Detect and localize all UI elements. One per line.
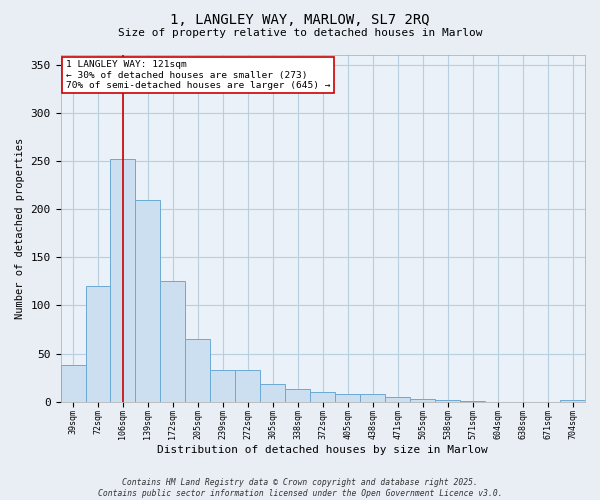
Bar	[185, 339, 211, 402]
Bar	[136, 200, 160, 402]
Text: 1, LANGLEY WAY, MARLOW, SL7 2RQ: 1, LANGLEY WAY, MARLOW, SL7 2RQ	[170, 12, 430, 26]
Text: 1 LANGLEY WAY: 121sqm
← 30% of detached houses are smaller (273)
70% of semi-det: 1 LANGLEY WAY: 121sqm ← 30% of detached …	[66, 60, 330, 90]
Bar	[460, 401, 485, 402]
Bar	[286, 390, 310, 402]
Y-axis label: Number of detached properties: Number of detached properties	[15, 138, 25, 319]
Bar	[211, 370, 235, 402]
Bar	[160, 282, 185, 402]
Bar	[61, 365, 86, 402]
Bar	[86, 286, 110, 402]
Bar	[260, 384, 286, 402]
Bar	[310, 392, 335, 402]
Bar	[410, 399, 435, 402]
Bar	[335, 394, 360, 402]
X-axis label: Distribution of detached houses by size in Marlow: Distribution of detached houses by size …	[157, 445, 488, 455]
Bar	[360, 394, 385, 402]
Bar	[235, 370, 260, 402]
Bar	[385, 397, 410, 402]
Bar	[560, 400, 585, 402]
Bar	[435, 400, 460, 402]
Text: Size of property relative to detached houses in Marlow: Size of property relative to detached ho…	[118, 28, 482, 38]
Text: Contains HM Land Registry data © Crown copyright and database right 2025.
Contai: Contains HM Land Registry data © Crown c…	[98, 478, 502, 498]
Bar	[110, 159, 136, 402]
